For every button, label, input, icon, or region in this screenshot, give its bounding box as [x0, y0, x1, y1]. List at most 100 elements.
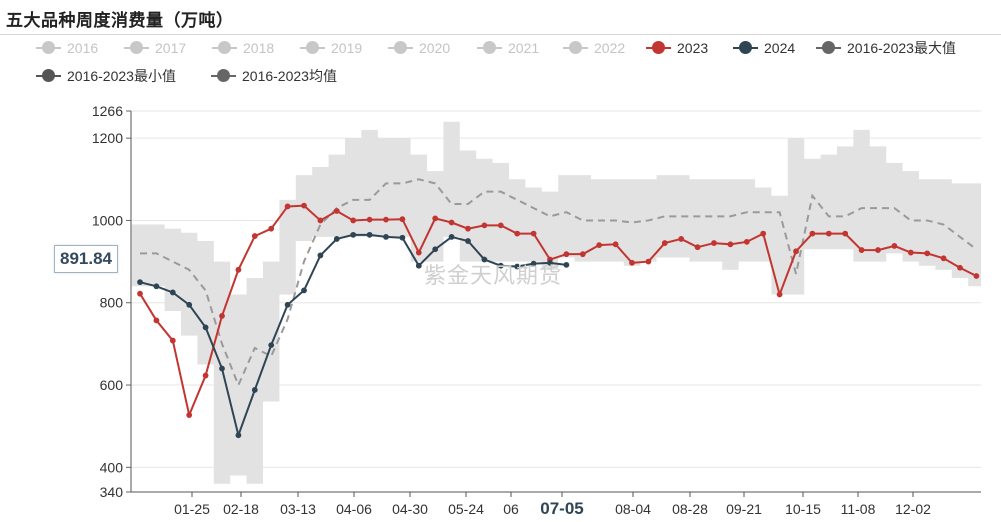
- point-2024: [251, 387, 258, 393]
- legend-marker-icon: [36, 69, 61, 83]
- legend-label: 2023: [677, 40, 709, 56]
- point-2023: [579, 251, 586, 258]
- point-2024: [383, 234, 389, 240]
- point-2023: [842, 230, 849, 237]
- point-2023: [711, 240, 717, 246]
- point-2024: [415, 262, 422, 269]
- y-tick-label: 1000: [92, 212, 123, 228]
- y-tick-label: 800: [100, 295, 124, 311]
- x-tick-label: 04-06: [336, 501, 372, 517]
- point-2023: [924, 250, 931, 257]
- point-2024: [366, 231, 373, 238]
- point-2023: [858, 247, 865, 253]
- legend-marker-icon: [36, 41, 61, 55]
- point-2023: [793, 248, 799, 255]
- x-tick-label: 04-30: [392, 501, 428, 517]
- y-tick-label: 1266: [92, 103, 123, 119]
- y-tick-label: 1200: [92, 130, 123, 146]
- point-2024: [219, 365, 225, 372]
- point-2023: [645, 258, 652, 265]
- point-2024: [268, 342, 275, 349]
- point-2023: [940, 255, 947, 262]
- point-2024: [186, 301, 193, 308]
- x-tick-label: 08-28: [672, 501, 708, 517]
- point-2023: [497, 222, 504, 229]
- x-tick-label: 01-25: [174, 501, 210, 517]
- point-2024: [333, 236, 340, 242]
- legend-marker-icon: [300, 41, 325, 55]
- point-2024: [497, 262, 504, 269]
- y-tick-label: 400: [100, 459, 124, 475]
- point-2023: [284, 203, 291, 210]
- point-2024: [399, 234, 406, 241]
- point-2023: [875, 247, 881, 253]
- point-2023: [366, 216, 373, 223]
- point-2023: [350, 217, 357, 224]
- legend-marker-icon: [563, 41, 588, 55]
- point-2023: [268, 225, 275, 232]
- point-2023: [219, 313, 225, 319]
- x-tick-label: 07-05: [540, 499, 583, 518]
- point-2024: [317, 252, 324, 259]
- legend-marker-icon: [816, 41, 841, 55]
- point-2023: [727, 241, 734, 248]
- point-2023: [743, 238, 750, 245]
- axis-pointer-label: 891.84: [54, 245, 118, 273]
- x-tick-label: 11-08: [841, 501, 876, 517]
- point-2024: [169, 289, 176, 296]
- legend-label: 2018: [243, 40, 275, 56]
- x-tick-label: 05-24: [448, 501, 484, 517]
- legend-item-2019[interactable]: 2019: [300, 38, 362, 58]
- point-2023: [661, 240, 668, 246]
- series-line-2016-2023均值: [140, 178, 978, 388]
- legend-label: 2022: [594, 40, 626, 56]
- point-2023: [333, 208, 340, 214]
- point-2023: [448, 219, 455, 226]
- legend-item-2021[interactable]: 2021: [477, 38, 539, 58]
- x-tick-label: 06: [503, 501, 519, 517]
- legend-marker-icon: [733, 41, 758, 55]
- point-2024: [137, 279, 143, 286]
- legend-item-2020[interactable]: 2020: [388, 38, 450, 58]
- point-2023: [415, 249, 422, 256]
- point-2023: [776, 291, 783, 298]
- chart-title: 五大品种周度消费量（万吨）: [6, 11, 234, 30]
- y-tick-label: 600: [100, 377, 124, 393]
- point-2024: [350, 231, 357, 238]
- point-2023: [530, 230, 537, 237]
- legend-item-2016-2023最小值[interactable]: 2016-2023最小值: [36, 66, 176, 86]
- legend-item-2023[interactable]: 2023: [646, 38, 708, 58]
- legend-label: 2016-2023最大值: [847, 40, 956, 56]
- legend-item-2016[interactable]: 2016: [36, 38, 98, 58]
- x-tick-label: 10-15: [785, 501, 821, 517]
- legend-label: 2016-2023最小值: [67, 68, 176, 84]
- x-tick-label: 09-21: [726, 501, 762, 517]
- point-2023: [563, 251, 570, 258]
- point-2024: [530, 260, 537, 267]
- point-2024: [563, 261, 570, 268]
- legend-label: 2021: [508, 40, 540, 56]
- legend-item-2018[interactable]: 2018: [212, 38, 274, 58]
- point-2024: [301, 287, 307, 294]
- title-divider: [0, 34, 1001, 35]
- point-2023: [481, 222, 488, 229]
- point-2024: [202, 324, 209, 331]
- point-2024: [514, 263, 521, 270]
- x-tick-label: 12-02: [895, 501, 931, 517]
- legend-item-2024[interactable]: 2024: [733, 38, 795, 58]
- legend-item-2016-2023均值[interactable]: 2016-2023均值: [211, 66, 337, 86]
- x-tick-label: 08-04: [615, 501, 651, 517]
- watermark: 紫金天风期货: [424, 263, 563, 288]
- legend-label: 2016: [67, 40, 99, 56]
- point-2024: [153, 283, 160, 290]
- point-2023: [317, 217, 324, 224]
- y-tick-label: 340: [100, 484, 124, 500]
- point-2023: [137, 290, 143, 297]
- point-2023: [169, 337, 176, 344]
- legend-item-2017[interactable]: 2017: [124, 38, 186, 58]
- legend-item-2016-2023最大值[interactable]: 2016-2023最大值: [816, 38, 956, 58]
- point-2023: [907, 249, 914, 256]
- legend-marker-icon: [124, 41, 149, 55]
- legend-item-2022[interactable]: 2022: [563, 38, 625, 58]
